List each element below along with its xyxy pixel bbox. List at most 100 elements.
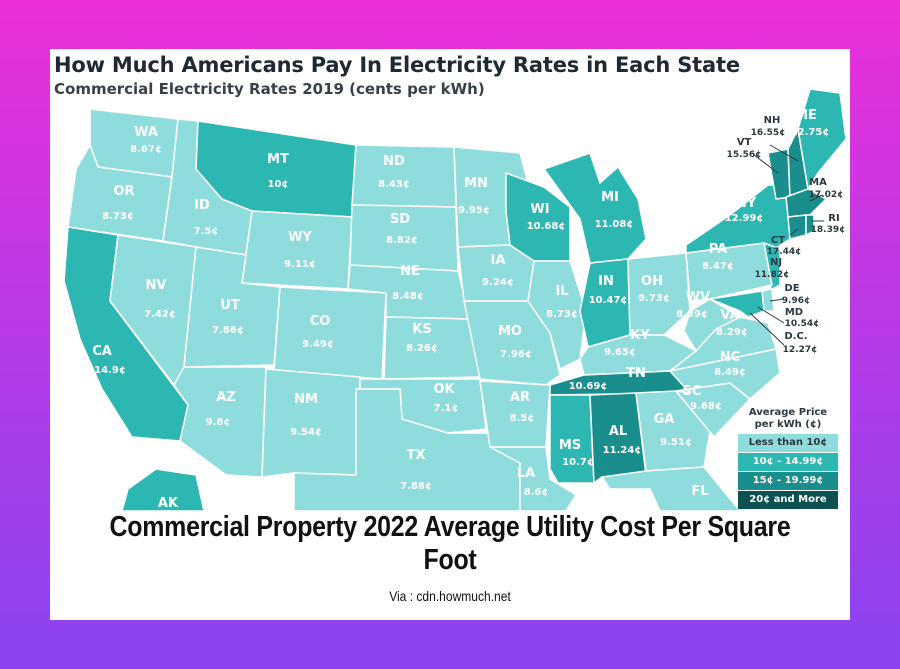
state-md [709,290,765,318]
value-la: 8.6¢ [524,487,549,498]
value-mt: 10¢ [268,179,289,190]
state-nm [261,368,361,478]
value-nd: 8.43¢ [378,179,410,190]
price-legend: Average Price per kWh (¢) Less than 10¢ … [738,407,838,510]
value-ga: 9.51¢ [660,437,692,448]
label-ky: KY [630,328,650,343]
label-ca: CA [92,344,112,359]
label-nv: NV [146,278,167,293]
label-nd: ND [383,154,405,169]
page-headline: Commercial Property 2022 Average Utility… [109,511,791,576]
value-ok: 7.1¢ [434,403,459,414]
leader-vt [753,154,779,174]
state-fl [601,466,741,511]
value-or: 8.73¢ [102,211,134,222]
legend-item-15-to-20: 15¢ - 19.99¢ [738,472,838,490]
value-ct: 17.44¢ [767,247,802,257]
label-me: ME [795,108,817,123]
value-tn: 10.69¢ [569,381,608,392]
label-or: OR [113,184,134,199]
us-map-svg: WA 8.67¢ OR 8.73¢ CA 14.9¢ NV 7.42¢ ID 7… [63,88,847,511]
value-md: 10.54¢ [785,319,820,329]
state-co [273,286,387,380]
leader-dc [749,312,785,346]
value-oh: 9.73¢ [638,293,670,304]
label-az: AZ [216,390,236,405]
label-co: CO [310,314,331,329]
electricity-rates-map: WA 8.67¢ OR 8.73¢ CA 14.9¢ NV 7.42¢ ID 7… [50,49,850,511]
value-pa: 8.47¢ [702,261,734,272]
label-ks: KS [412,322,431,337]
legend-item-20-plus: 20¢ and More [738,491,838,509]
map-subtitle: Commercial Electricity Rates 2019 (cents… [54,80,485,98]
leader-ma [809,194,823,202]
label-ne: NE [400,264,420,279]
value-nh: 16.55¢ [751,128,786,138]
value-de: 9.96¢ [782,296,810,306]
state-mi [543,152,647,264]
label-ok: OK [433,382,455,397]
state-ms [549,394,595,484]
value-ne: 8.48¢ [392,291,424,302]
value-az: 9.8¢ [206,417,231,428]
label-wv: WV [686,290,710,305]
label-mo: MO [498,324,522,339]
state-wa [89,108,179,178]
state-nj [763,242,781,292]
legend-title-line2: per kWh (¢) [754,419,822,430]
state-wy [241,210,353,290]
label-pa: PA [709,242,727,257]
legend-item-10-to-15: 10¢ - 14.99¢ [738,453,838,471]
legend-title-line1: Average Price [748,407,828,418]
infographic-card: WA 8.67¢ OR 8.73¢ CA 14.9¢ NV 7.42¢ ID 7… [50,49,850,620]
state-oh [627,252,691,336]
value-ut: 7.86¢ [212,325,244,336]
label-nj: NJ [770,257,782,268]
value-nm: 9.54¢ [290,427,322,438]
label-ms: MS [559,438,581,453]
value-vt: 15.56¢ [727,150,762,160]
label-ia: IA [491,253,506,268]
value-wa: 8.67¢ [130,144,162,155]
value-in: 10.47¢ [589,295,628,306]
value-mn: 9.95¢ [458,205,490,216]
state-ma [785,188,827,218]
label-id: ID [194,198,210,213]
value-ms: 10.7¢ [562,457,594,468]
label-ga: GA [654,412,675,427]
value-ca: 14.9¢ [94,365,126,376]
value-id: 7.5¢ [194,226,219,237]
value-nj: 11.82¢ [755,270,790,280]
label-de: DE [784,283,799,294]
legend-title: Average Price per kWh (¢) [738,407,838,431]
state-ct [787,214,807,240]
value-wy: 9.11¢ [284,259,316,270]
source-credit: Via : cdn.howmuch.net [389,588,511,604]
value-mo: 7.96¢ [500,349,532,360]
label-mt: MT [267,152,289,167]
label-ut: UT [220,298,240,313]
value-il: 8.73¢ [546,309,578,320]
value-ky: 9.65¢ [604,347,636,358]
label-mn: MN [464,176,488,191]
value-dc: 12.27¢ [783,345,818,355]
leader-md [757,306,785,324]
label-ak: AK [158,496,179,511]
state-la [489,446,577,511]
value-mi: 11.08¢ [595,219,634,230]
label-sc: SC [683,384,702,399]
value-al: 11.24¢ [603,445,642,456]
label-il: IL [555,284,568,299]
value-nc: 8.49¢ [714,367,746,378]
value-ks: 8.26¢ [406,343,438,354]
value-va: 8.29¢ [716,327,748,338]
label-sd: SD [390,212,410,227]
label-la: LA [517,466,535,481]
leader-de [769,298,785,302]
leader-ct [789,228,799,236]
value-wv: 8.39¢ [676,309,708,320]
label-tx: TX [407,448,426,463]
map-title: How Much Americans Pay In Electricity Ra… [54,53,740,77]
state-ri [805,214,815,236]
value-ma: 17.02¢ [809,190,844,200]
